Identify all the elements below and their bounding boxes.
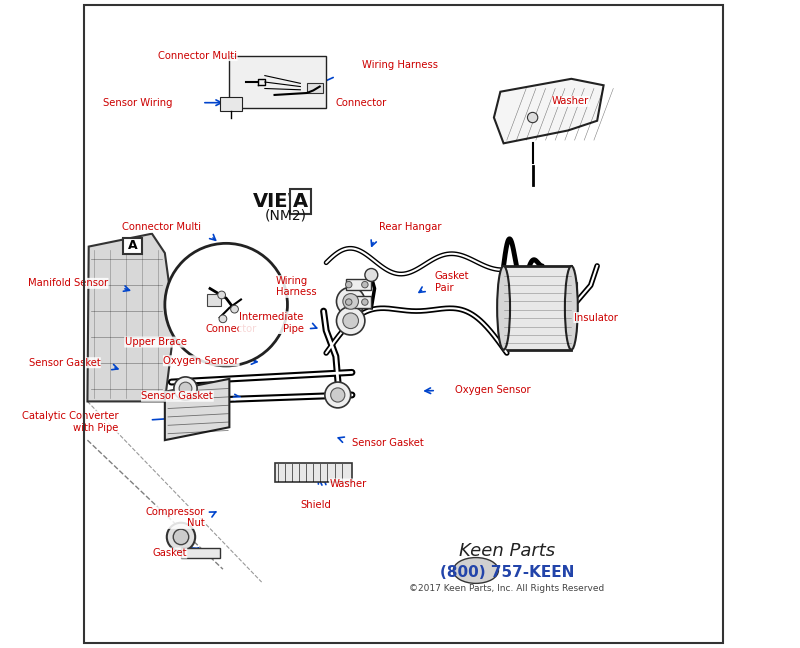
Polygon shape <box>494 79 604 143</box>
Text: Gasket
Pair: Gasket Pair <box>434 272 469 293</box>
Circle shape <box>365 268 378 281</box>
Text: Washer: Washer <box>330 479 366 489</box>
Text: Sensor Gasket: Sensor Gasket <box>29 358 100 367</box>
Text: Sensor Gasket: Sensor Gasket <box>352 437 424 448</box>
Circle shape <box>230 305 238 313</box>
Text: Sensor Gasket: Sensor Gasket <box>142 391 214 401</box>
Circle shape <box>174 529 189 545</box>
Text: Compressor
Nut: Compressor Nut <box>146 507 205 528</box>
Circle shape <box>362 299 368 305</box>
Circle shape <box>218 291 226 299</box>
Text: Oxygen Sensor: Oxygen Sensor <box>455 385 531 395</box>
Circle shape <box>337 287 365 316</box>
Bar <box>230 56 326 108</box>
Text: Wiring Harness: Wiring Harness <box>362 60 438 69</box>
Circle shape <box>527 112 538 122</box>
Text: Insulator: Insulator <box>574 312 618 323</box>
Text: Oxygen Sensor: Oxygen Sensor <box>163 356 239 365</box>
Text: (800) 757-KEEN: (800) 757-KEEN <box>440 565 574 580</box>
Text: Manifold Sensor: Manifold Sensor <box>28 279 108 288</box>
Circle shape <box>174 377 197 400</box>
Circle shape <box>343 294 358 309</box>
Bar <box>123 238 142 254</box>
Polygon shape <box>87 234 174 401</box>
Bar <box>181 548 220 557</box>
Polygon shape <box>274 463 352 482</box>
Circle shape <box>165 244 287 366</box>
Bar <box>346 296 371 308</box>
Text: ©2017 Keen Parts, Inc. All Rights Reserved: ©2017 Keen Parts, Inc. All Rights Reserv… <box>409 584 605 593</box>
Text: Washer: Washer <box>552 97 590 106</box>
Text: Connector: Connector <box>206 324 257 334</box>
Ellipse shape <box>497 266 510 350</box>
Circle shape <box>337 307 365 335</box>
Circle shape <box>346 299 352 305</box>
Text: Connector: Connector <box>336 98 387 108</box>
Circle shape <box>325 382 350 408</box>
Ellipse shape <box>454 557 498 583</box>
Text: Rear Hangar: Rear Hangar <box>379 222 442 232</box>
Bar <box>568 282 577 298</box>
Bar <box>220 97 242 111</box>
Bar <box>206 294 221 306</box>
Polygon shape <box>165 379 230 440</box>
Circle shape <box>166 523 195 551</box>
Text: Catalytic Converter
with Pipe: Catalytic Converter with Pipe <box>22 411 118 433</box>
Text: Intermediate
Pipe: Intermediate Pipe <box>239 312 303 334</box>
Text: VIEW: VIEW <box>253 192 310 211</box>
Text: (NM2): (NM2) <box>265 209 307 223</box>
Bar <box>306 84 323 93</box>
Text: Connector Multi: Connector Multi <box>158 51 237 60</box>
Text: A: A <box>293 192 308 211</box>
Circle shape <box>346 281 352 288</box>
Circle shape <box>330 388 345 402</box>
Text: Sensor Wiring: Sensor Wiring <box>103 98 173 108</box>
Circle shape <box>343 313 358 329</box>
Text: Shield: Shield <box>301 500 331 510</box>
Text: A: A <box>128 239 138 253</box>
Text: Keen Parts: Keen Parts <box>458 542 555 560</box>
Text: Upper Brace: Upper Brace <box>125 337 186 347</box>
Ellipse shape <box>565 266 578 350</box>
Bar <box>346 279 371 290</box>
Bar <box>503 266 571 350</box>
Circle shape <box>219 315 226 323</box>
Circle shape <box>362 281 368 288</box>
Text: Gasket: Gasket <box>152 548 186 558</box>
Text: Wiring
Harness: Wiring Harness <box>276 276 317 297</box>
Text: Connector Multi: Connector Multi <box>122 222 201 232</box>
Circle shape <box>179 382 192 395</box>
